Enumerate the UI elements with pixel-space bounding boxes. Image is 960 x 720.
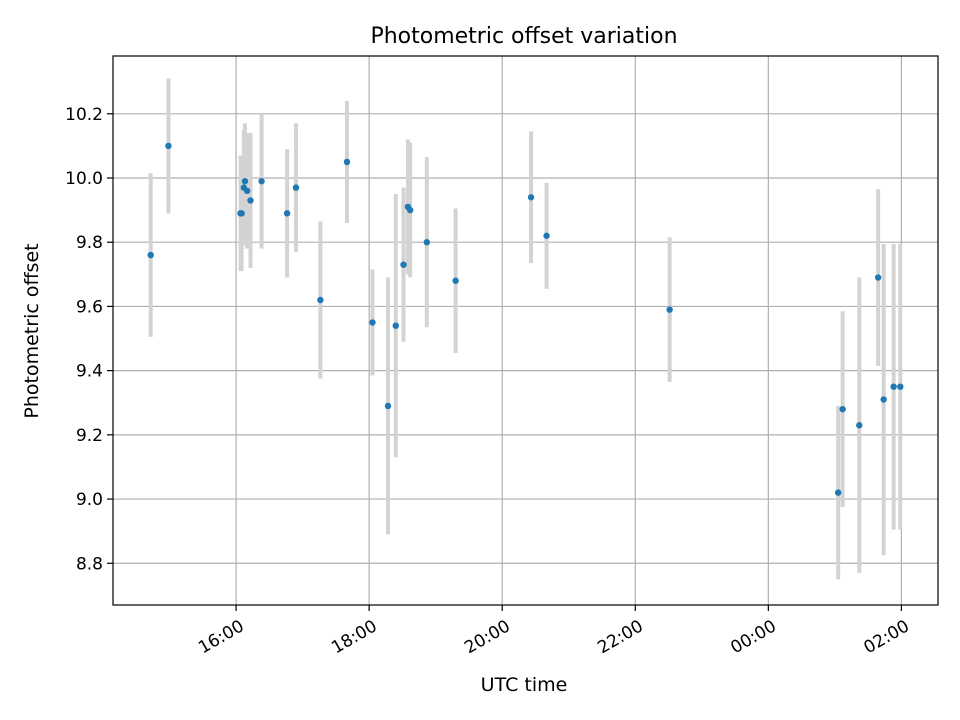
y-tick-label: 9.8 [76,233,103,253]
data-point [890,383,897,390]
data-point [527,194,535,201]
data-point [400,261,407,268]
data-point [452,277,459,284]
y-tick-label: 9.4 [76,362,103,382]
data-point [897,383,904,390]
y-tick-label: 9.0 [76,490,103,510]
data-point [543,232,550,239]
data-point [406,206,414,214]
y-tick-label: 9.6 [76,297,103,317]
data-point [292,184,300,191]
data-point [343,158,351,166]
data-points [147,142,904,496]
y-axis-label: Photometric offset [21,243,43,418]
x-tick-label: 22:00 [594,616,646,658]
data-point [369,319,376,326]
x-tick-label: 00:00 [727,616,779,658]
error-bars [148,78,903,580]
y-tick-label: 9.2 [76,426,103,446]
data-point [423,239,431,246]
data-point [835,489,842,496]
x-tick-label: 02:00 [860,616,912,658]
x-axis-label: UTC time [481,674,568,696]
data-point [283,210,291,217]
chart-title: Photometric offset variation [370,24,677,49]
data-point [238,210,245,217]
x-tick-label: 18:00 [328,616,380,658]
y-tick-label: 8.8 [76,554,103,574]
data-point [880,396,887,403]
y-tick-label: 10.0 [65,169,103,189]
data-point [241,178,249,185]
data-point [247,197,254,204]
data-point [147,251,154,259]
data-point [839,405,846,413]
data-point [165,142,172,150]
axis-ticks: 16:00 18:00 20:00 22:00 00:00 02:00 8.8 9.0 9.2 9… [65,105,913,658]
y-tick-label: 10.2 [65,105,103,125]
x-tick-label: 20:00 [461,616,513,658]
data-point [666,306,673,313]
data-point [243,187,251,195]
data-point [317,296,324,304]
grid-lines [113,56,938,605]
data-point [856,422,863,429]
data-point [384,402,392,410]
plot-frame [112,55,939,606]
data-point [258,178,265,185]
data-point [874,274,882,281]
x-tick-label: 16:00 [195,616,247,658]
data-point [392,322,399,329]
